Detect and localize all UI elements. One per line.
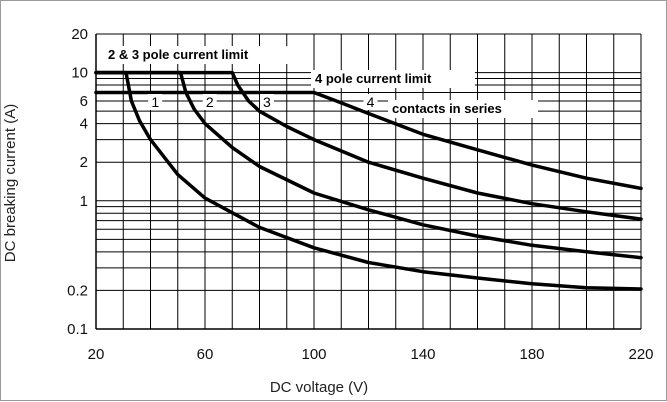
x-tick-label: 100: [301, 346, 326, 363]
annotation-4-pole-limit-bg: [311, 70, 475, 88]
x-tick-label: 140: [410, 346, 435, 363]
y-tick-label: 20: [71, 26, 88, 43]
y-tick-label: 0.2: [67, 282, 88, 299]
curve-label-bg: [363, 94, 378, 111]
annotation-contacts-in-series: contacts in series: [392, 101, 502, 116]
x-tick-label: 180: [519, 346, 544, 363]
curve-label-bg: [148, 94, 163, 111]
curve-label-1: 1: [151, 94, 159, 110]
annotation-4-pole-limit: 4 pole current limit: [315, 71, 432, 86]
annotation-group: 1 2 3 4 2 & 3 pole current limit 4 pole curre…: [104, 46, 538, 118]
x-tick-label: 20: [88, 346, 105, 363]
y-tick-label: 1: [80, 193, 88, 210]
curve-label-bg: [259, 94, 274, 111]
y-tick-label: 0.1: [67, 321, 88, 338]
series-line-3: [94, 70, 643, 221]
x-tick-label: 220: [628, 346, 653, 363]
curve-label-3: 3: [263, 94, 271, 110]
series-line-4: [94, 90, 643, 191]
curve-label-bg: [202, 94, 217, 111]
annotation-2-3-pole-limit: 2 & 3 pole current limit: [108, 47, 249, 62]
curve-label-4: 4: [367, 94, 375, 110]
y-tick-label: 10: [71, 65, 88, 82]
curve-label-2: 2: [206, 94, 214, 110]
annotation-2-3-pole-limit-bg: [104, 46, 304, 64]
x-axis-label: DC voltage (V): [270, 379, 368, 396]
series-line-1: [94, 70, 643, 291]
y-axis-label: DC breaking current (A): [2, 104, 19, 262]
y-tick-label: 2: [80, 154, 88, 171]
y-tick-label: 6: [80, 93, 88, 110]
series-line-2: [94, 70, 643, 260]
annotation-contacts-in-series-bg: [388, 100, 538, 118]
series-group: [94, 70, 643, 291]
x-tick-label: 60: [197, 346, 214, 363]
axes: 20 60 100 140 180 220 0.1 0.2 1 2 4 6 10 20: [67, 26, 653, 363]
y-tick-label: 4: [80, 116, 88, 133]
